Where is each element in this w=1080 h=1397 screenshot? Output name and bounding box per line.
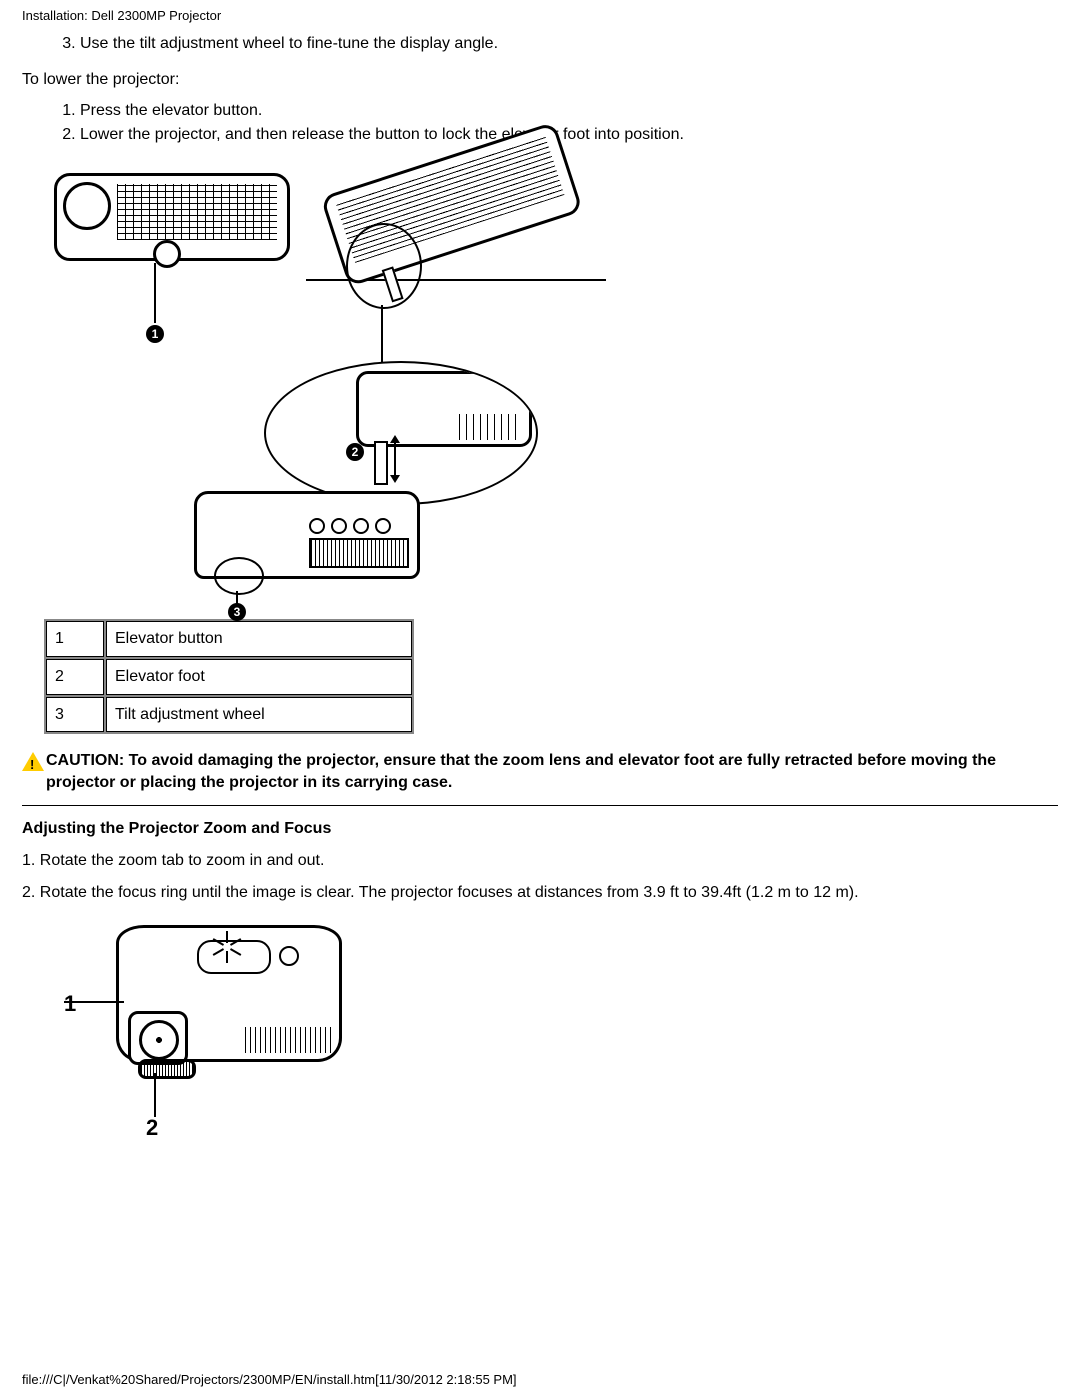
zoom-step-1: 1. Rotate the zoom tab to zoom in and ou…: [22, 850, 1058, 872]
callout-number-1: 1: [64, 989, 76, 1019]
zoom-tab-icon: [212, 933, 242, 963]
lower-step-2: Lower the projector, and then release th…: [80, 124, 1058, 146]
lower-step-1: Press the elevator button.: [80, 100, 1058, 122]
part-number: 2: [46, 659, 104, 695]
section-divider: [22, 805, 1058, 806]
part-label: Elevator button: [106, 621, 412, 657]
diagram-zoom-focus: 1 2: [64, 921, 384, 1131]
lower-intro: To lower the projector:: [22, 69, 1058, 91]
up-down-arrow-icon: [394, 441, 396, 477]
diagram-elevator: 1 2: [46, 163, 606, 483]
zoom-focus-heading: Adjusting the Projector Zoom and Focus: [22, 818, 1058, 840]
projector-top-view: [54, 173, 290, 261]
raise-steps-cont: Use the tilt adjustment wheel to fine-tu…: [22, 33, 1058, 55]
part-number: 1: [46, 621, 104, 657]
leader-line: [154, 263, 156, 323]
tilt-wheel-highlight-circle: [214, 557, 264, 595]
header-path: Installation: Dell 2300MP Projector: [22, 8, 1058, 23]
page: Installation: Dell 2300MP Projector Use …: [0, 0, 1080, 1397]
table-row: 3 Tilt adjustment wheel: [46, 697, 412, 733]
elevator-foot-detail: [374, 441, 388, 485]
lens-icon: [128, 1011, 188, 1065]
parts-table: 1 Elevator button 2 Elevator foot 3 Tilt…: [44, 619, 414, 734]
raise-step-3: Use the tilt adjustment wheel to fine-tu…: [80, 33, 1058, 55]
part-label: Elevator foot: [106, 659, 412, 695]
caution-text: CAUTION: To avoid damaging the projector…: [46, 750, 1058, 793]
part-number: 3: [46, 697, 104, 733]
table-row: 2 Elevator foot: [46, 659, 412, 695]
caution-block: CAUTION: To avoid damaging the projector…: [22, 750, 1058, 793]
diagram-rear: 3: [174, 487, 534, 617]
rear-ports: [309, 518, 395, 534]
detail-ellipse: [264, 361, 538, 505]
callout-number-2: 2: [146, 1113, 158, 1143]
projector-iso-view: [116, 925, 336, 1075]
projector-detail-body: [356, 371, 532, 447]
main-content: Use the tilt adjustment wheel to fine-tu…: [22, 33, 1058, 1131]
table-row: 1 Elevator button: [46, 621, 412, 657]
callout-1: 1: [146, 325, 164, 343]
footer-path: file:///C|/Venkat%20Shared/Projectors/23…: [22, 1372, 517, 1387]
leader-line: [381, 305, 383, 365]
focus-ring-icon: [138, 1059, 196, 1079]
leader-line: [154, 1073, 156, 1117]
foot-highlight-circle: [346, 223, 422, 309]
part-label: Tilt adjustment wheel: [106, 697, 412, 733]
zoom-step-2: 2. Rotate the focus ring until the image…: [22, 882, 1058, 904]
warning-icon: [22, 752, 44, 771]
